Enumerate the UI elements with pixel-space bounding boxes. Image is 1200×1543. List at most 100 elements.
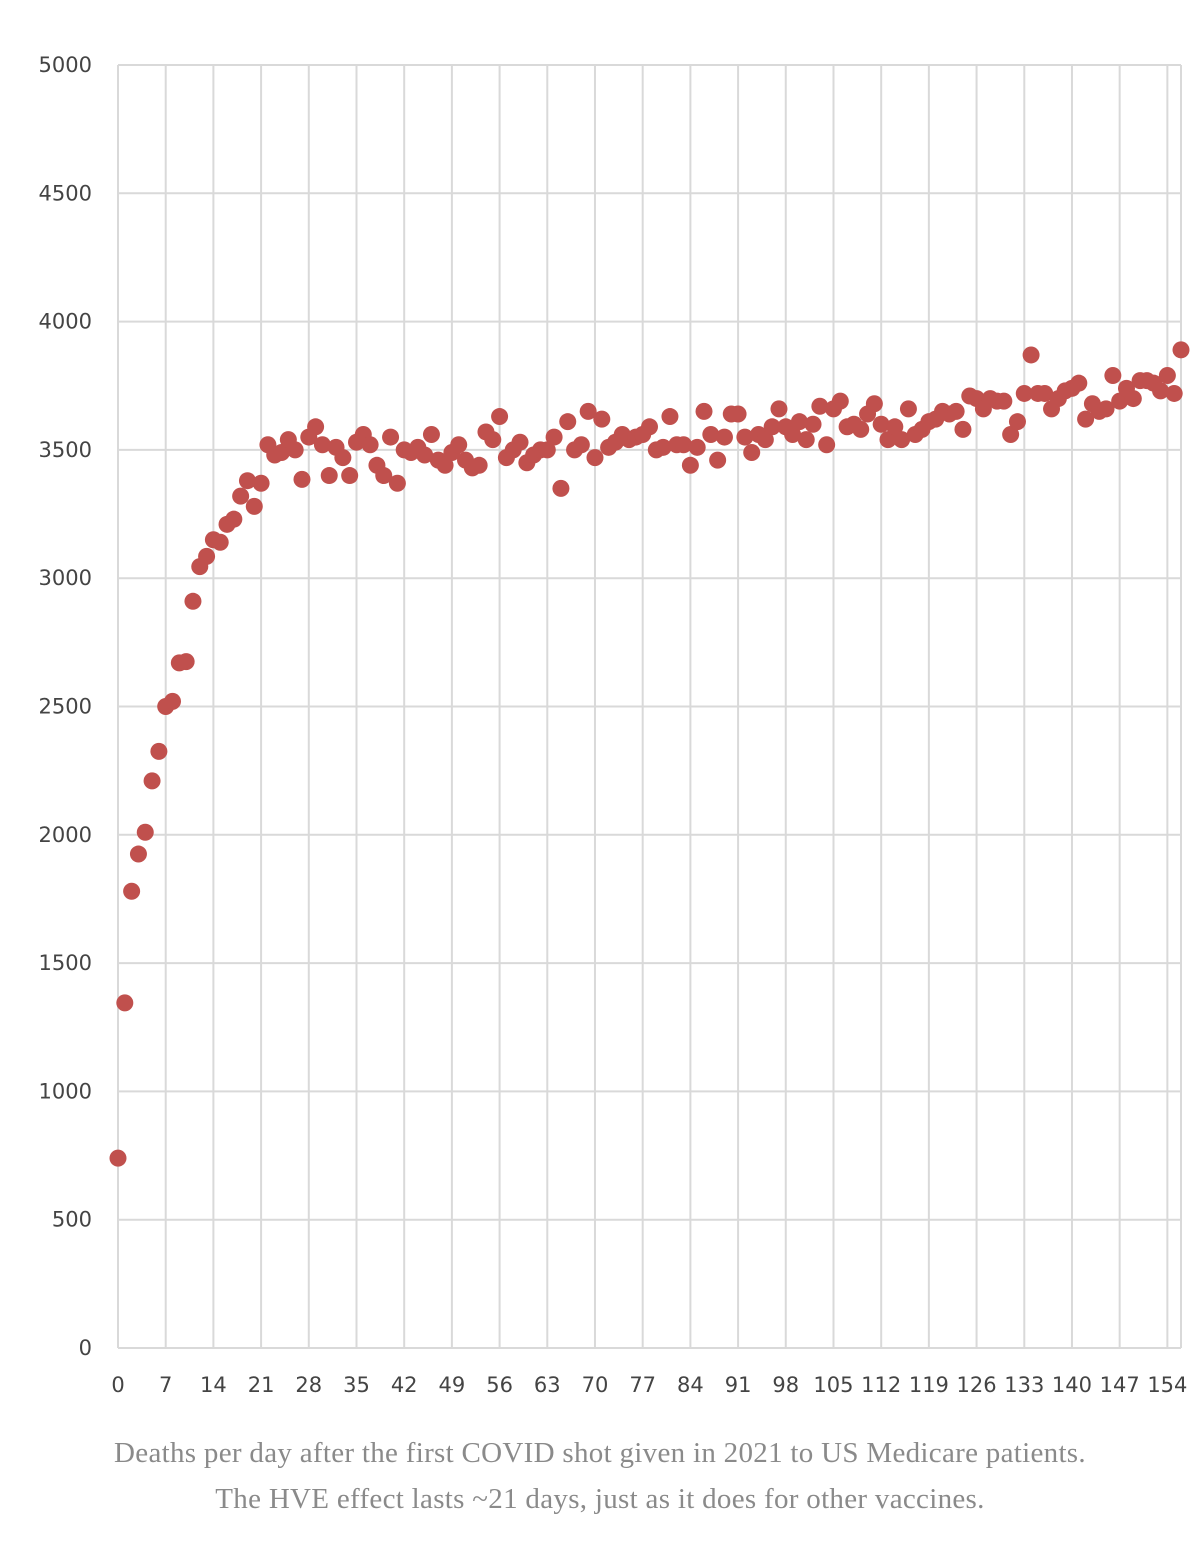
- data-point: [136, 823, 154, 841]
- data-point: [416, 446, 434, 464]
- data-point: [123, 882, 141, 900]
- data-point: [763, 418, 781, 436]
- x-tick-label: 21: [248, 1373, 275, 1397]
- data-point: [320, 467, 338, 485]
- x-tick-label: 0: [111, 1373, 124, 1397]
- x-tick-label: 14: [200, 1373, 227, 1397]
- data-point: [681, 456, 699, 474]
- data-point: [164, 692, 182, 710]
- data-point: [743, 443, 761, 461]
- x-tick-label: 77: [629, 1373, 656, 1397]
- y-tick-label: 4500: [39, 181, 92, 205]
- data-point: [307, 418, 325, 436]
- data-point: [729, 405, 747, 423]
- scatter-chart: 0 500 1000 1500 2000 2500 3000 3500 4000 4500 5000…: [39, 53, 1190, 1397]
- data-point: [736, 428, 754, 446]
- data-point: [654, 438, 672, 456]
- data-point: [1022, 346, 1040, 364]
- data-point: [1172, 341, 1190, 359]
- data-point: [886, 418, 904, 436]
- x-tick-label: 140: [1052, 1373, 1092, 1397]
- data-point: [470, 456, 488, 474]
- x-tick-label: 147: [1100, 1373, 1140, 1397]
- data-point: [422, 426, 440, 444]
- data-point: [1097, 400, 1115, 418]
- y-tick-label: 5000: [39, 53, 92, 77]
- data-point: [1158, 366, 1176, 384]
- data-point: [784, 426, 802, 444]
- y-tick-label: 0: [79, 1336, 92, 1360]
- y-tick-label: 2500: [39, 695, 92, 719]
- y-tick-label: 4000: [39, 310, 92, 334]
- data-point: [238, 472, 256, 490]
- data-point: [702, 426, 720, 444]
- data-point: [852, 420, 870, 438]
- data-point: [872, 415, 890, 433]
- data-point: [545, 428, 563, 446]
- data-point: [797, 431, 815, 449]
- caption-line-2: The HVE effect lasts ~21 days, just as i…: [215, 1483, 985, 1515]
- y-tick-label: 3000: [39, 566, 92, 590]
- data-point: [675, 436, 693, 454]
- data-point: [129, 845, 147, 863]
- data-point: [225, 510, 243, 528]
- data-point: [954, 420, 972, 438]
- data-point: [211, 533, 229, 551]
- data-point: [1002, 426, 1020, 444]
- x-tick-label: 28: [295, 1373, 322, 1397]
- data-point: [177, 653, 195, 671]
- y-tick-label: 3500: [39, 438, 92, 462]
- x-tick-label: 42: [391, 1373, 418, 1397]
- data-point: [695, 402, 713, 420]
- data-point: [770, 400, 788, 418]
- y-tick-label: 500: [52, 1208, 92, 1232]
- data-point: [388, 474, 406, 492]
- data-point: [559, 413, 577, 431]
- data-points: [109, 341, 1190, 1167]
- data-point: [995, 392, 1013, 410]
- x-tick-label: 56: [486, 1373, 513, 1397]
- data-point: [484, 431, 502, 449]
- data-point: [232, 487, 250, 505]
- x-tick-label: 63: [534, 1373, 561, 1397]
- data-point: [375, 467, 393, 485]
- data-point: [150, 742, 168, 760]
- data-point: [811, 397, 829, 415]
- data-point: [361, 436, 379, 454]
- data-point: [661, 408, 679, 426]
- data-point: [715, 428, 733, 446]
- data-point: [491, 408, 509, 426]
- data-point: [899, 400, 917, 418]
- data-point: [709, 451, 727, 469]
- x-tick-label: 133: [1004, 1373, 1044, 1397]
- grid-lines: [117, 64, 1182, 1349]
- data-point: [1152, 382, 1170, 400]
- x-tick-label: 112: [861, 1373, 901, 1397]
- data-point: [511, 433, 529, 451]
- data-point: [831, 392, 849, 410]
- data-point: [804, 415, 822, 433]
- data-point: [1077, 410, 1095, 428]
- data-point: [1070, 374, 1088, 392]
- data-point: [1036, 384, 1054, 402]
- data-point: [313, 436, 331, 454]
- data-point: [334, 449, 352, 467]
- data-point: [382, 428, 400, 446]
- data-point: [756, 431, 774, 449]
- data-point: [436, 456, 454, 474]
- data-point: [688, 438, 706, 456]
- data-point: [184, 592, 202, 610]
- x-tick-label: 49: [439, 1373, 466, 1397]
- x-tick-label: 119: [909, 1373, 949, 1397]
- data-point: [552, 479, 570, 497]
- data-point: [293, 470, 311, 488]
- x-tick-label: 70: [582, 1373, 609, 1397]
- data-point: [1165, 384, 1183, 402]
- x-tick-label: 154: [1147, 1373, 1187, 1397]
- data-point: [947, 402, 965, 420]
- data-point: [893, 431, 911, 449]
- x-tick-label: 35: [343, 1373, 370, 1397]
- caption-line-1: Deaths per day after the first COVID sho…: [114, 1437, 1086, 1469]
- data-point: [198, 547, 216, 565]
- y-axis-tick-labels: 0 500 1000 1500 2000 2500 3000 3500 4000 4500 5000: [39, 53, 92, 1360]
